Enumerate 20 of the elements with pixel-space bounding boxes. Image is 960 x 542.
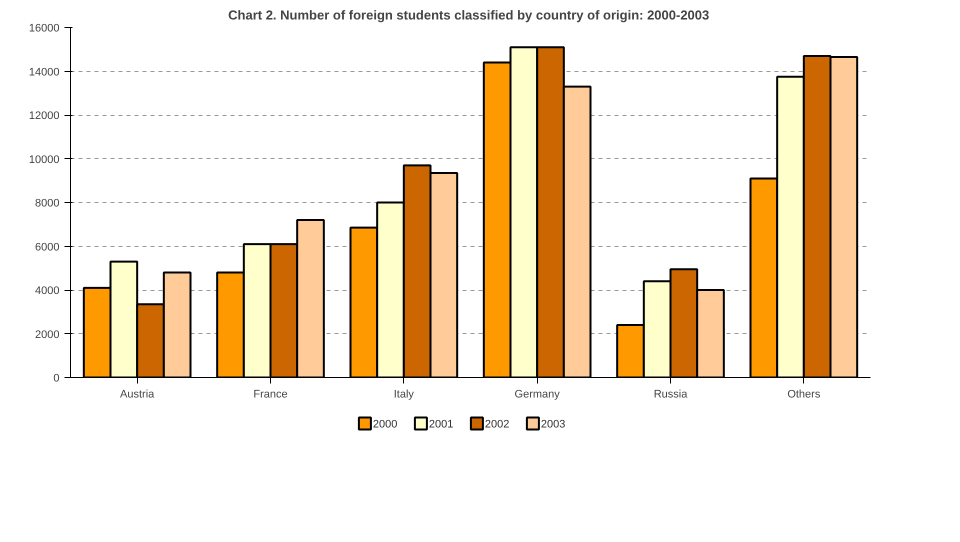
x-tick-label: Austria <box>120 388 156 400</box>
x-tick-label: Italy <box>394 388 414 400</box>
legend-label: 2001 <box>428 418 454 430</box>
y-tick-label: 14000 <box>28 66 60 78</box>
legend-label: 2003 <box>540 418 566 430</box>
y-tick-label: 16000 <box>28 22 60 34</box>
y-tick-label: 2000 <box>35 328 60 341</box>
x-tick-label: France <box>253 388 288 400</box>
y-tick-label: 12000 <box>28 110 60 122</box>
y-tick-label: 8000 <box>35 198 60 210</box>
x-tick-label: Russia <box>654 388 688 400</box>
y-tick-label: 10000 <box>28 154 60 166</box>
chart-title: Chart 2. Number of foreign students classified by country of origin: 2000-2003 <box>228 8 710 22</box>
x-tick-label: Others <box>787 388 821 400</box>
y-tick-label: 6000 <box>35 241 60 254</box>
y-tick-label: 0 <box>53 372 60 384</box>
legend-label: 2002 <box>484 418 510 430</box>
y-tick-label: 4000 <box>35 285 60 297</box>
x-tick-label: Germany <box>514 388 560 400</box>
legend-label: 2000 <box>372 418 398 430</box>
